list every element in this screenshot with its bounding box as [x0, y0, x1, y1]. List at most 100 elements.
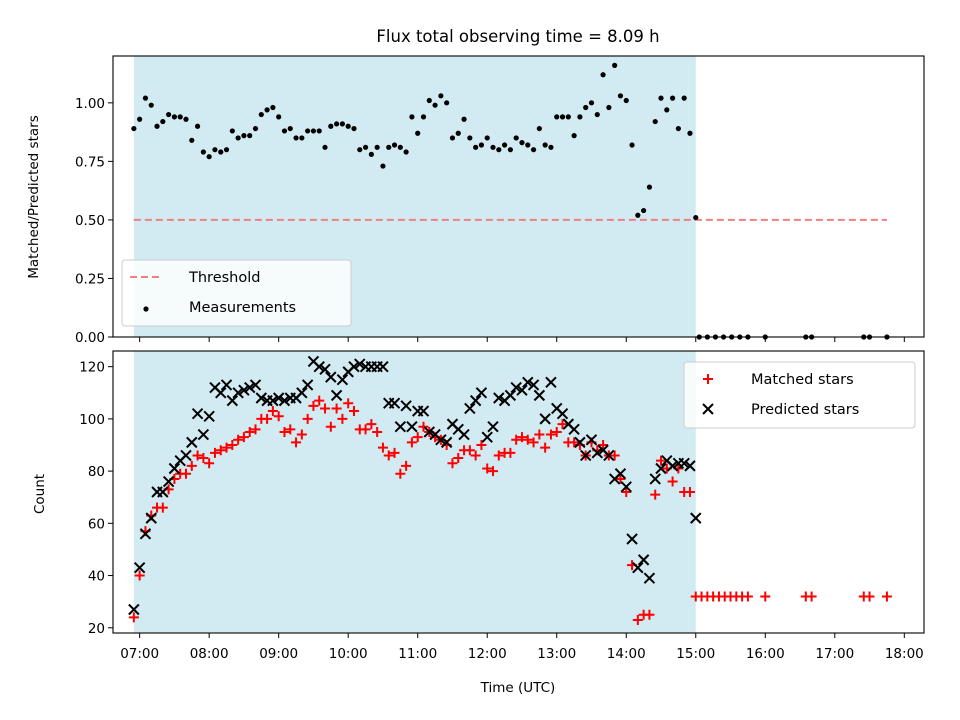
predicted-star-point: [377, 360, 389, 373]
measurement-point: [513, 135, 519, 141]
y-tick-label: 40: [88, 569, 105, 585]
matched-star-point: [540, 442, 551, 453]
matched-star-point: [488, 466, 499, 477]
measurement-point: [583, 104, 589, 111]
y-tick-label: 80: [88, 464, 105, 480]
measurement-point: [449, 135, 456, 141]
measurement-point: [310, 128, 317, 134]
measurement-point: [206, 154, 212, 160]
predicted-star-point: [435, 434, 447, 446]
count-panel: 20 40 60 80 100 120 07:00 08:00 09:00 10:00 11:00 1…: [79, 350, 925, 662]
predicted-star-point: [504, 389, 517, 402]
measurement-point: [542, 142, 548, 148]
measurement-point: [658, 95, 664, 101]
matched-star-point: [551, 426, 562, 437]
predicted-star-point: [313, 360, 325, 373]
predicted-star-point: [649, 473, 661, 485]
measurement-point: [316, 128, 322, 134]
measurement-point: [432, 102, 438, 108]
measurement-point: [478, 142, 485, 148]
measurement-point: [305, 128, 311, 134]
predicted-star-point: [637, 554, 650, 566]
predicted-star-point: [197, 428, 210, 441]
matched-star-point: [238, 432, 249, 443]
predicted-star-point: [481, 431, 493, 443]
measurement-point: [473, 144, 479, 150]
measurement-point: [322, 144, 328, 150]
predicted-star-point: [145, 512, 157, 524]
legend-label: Threshold: [188, 270, 260, 286]
matched-star-point: [412, 432, 423, 443]
predicted-star-point: [336, 374, 349, 386]
matched-star-point: [389, 447, 400, 458]
matched-star-point: [267, 406, 278, 417]
x-tick-label: 15:00: [676, 646, 715, 662]
y-tick-label: 120: [79, 360, 105, 376]
predicted-star-point: [516, 384, 528, 396]
predicted-star-point: [533, 389, 546, 402]
predicted-star-point: [527, 379, 540, 391]
predicted-star-point: [690, 512, 702, 524]
predicted-star-point: [203, 410, 215, 422]
measurement-point: [426, 97, 432, 104]
measurement-point: [200, 149, 206, 155]
ratio-panel: 0.00 0.25 0.50 0.75 1.00 Threshold Measurement…: [75, 55, 925, 346]
predicted-star-point: [330, 389, 343, 402]
measurement-point: [629, 142, 635, 148]
matched-star-point: [348, 406, 359, 417]
matched-star-point: [881, 591, 892, 602]
predicted-star-point: [128, 603, 140, 616]
measurement-point: [693, 214, 699, 221]
measurement-point: [415, 130, 421, 136]
matched-star-point: [325, 421, 336, 432]
matched-star-point: [285, 424, 296, 435]
matched-star-point: [204, 458, 215, 469]
predicted-star-point: [139, 528, 152, 540]
x-axis-label: Time (UTC): [480, 680, 556, 696]
y-tick-label: 0.00: [75, 330, 105, 346]
predicted-star-point: [643, 572, 656, 584]
predicted-star-point: [278, 394, 291, 407]
predicted-star-point: [226, 394, 239, 407]
matched-star-point: [314, 395, 325, 406]
predicted-star-point: [493, 392, 505, 404]
predicted-star-point: [626, 533, 638, 545]
predicted-star-point: [458, 428, 470, 441]
matched-star-point: [864, 591, 875, 602]
predicted-star-point: [684, 460, 696, 472]
x-tick-label: 10:00: [329, 646, 368, 662]
predicted-star-point: [244, 381, 256, 394]
matched-star-point: [273, 411, 284, 422]
measurement-point: [258, 111, 264, 118]
x-tick-label: 17:00: [815, 646, 854, 662]
predicted-star-point: [400, 400, 412, 412]
matched-star-point: [742, 591, 753, 602]
predicted-star-point: [568, 423, 580, 436]
matched-star-point: [372, 426, 383, 437]
matched-star-point: [215, 445, 226, 456]
predicted-star-point: [406, 421, 418, 433]
predicted-star-point: [180, 449, 192, 462]
predicted-star-point: [556, 407, 569, 420]
matched-star-point: [320, 403, 331, 414]
matched-star-point: [511, 434, 522, 445]
matched-star-point: [366, 419, 377, 430]
predicted-star-point: [157, 486, 169, 498]
measurement-point: [287, 125, 293, 132]
y-tick-label: 0.50: [75, 213, 105, 229]
predicted-star-point: [591, 447, 603, 459]
measurement-point: [368, 151, 374, 157]
measurement-point: [600, 72, 606, 78]
measurement-point: [270, 104, 276, 111]
matched-star-point: [476, 440, 487, 450]
matched-star-point: [291, 437, 302, 448]
matched-star-point: [192, 450, 203, 461]
predicted-star-point: [255, 392, 268, 404]
measurement-point: [507, 147, 513, 153]
predicted-star-point: [423, 426, 435, 438]
measurement-point: [588, 100, 595, 106]
matched-star-point: [621, 487, 632, 497]
x-tick-label: 16:00: [746, 646, 785, 662]
x-tick-label: 12:00: [468, 646, 507, 662]
